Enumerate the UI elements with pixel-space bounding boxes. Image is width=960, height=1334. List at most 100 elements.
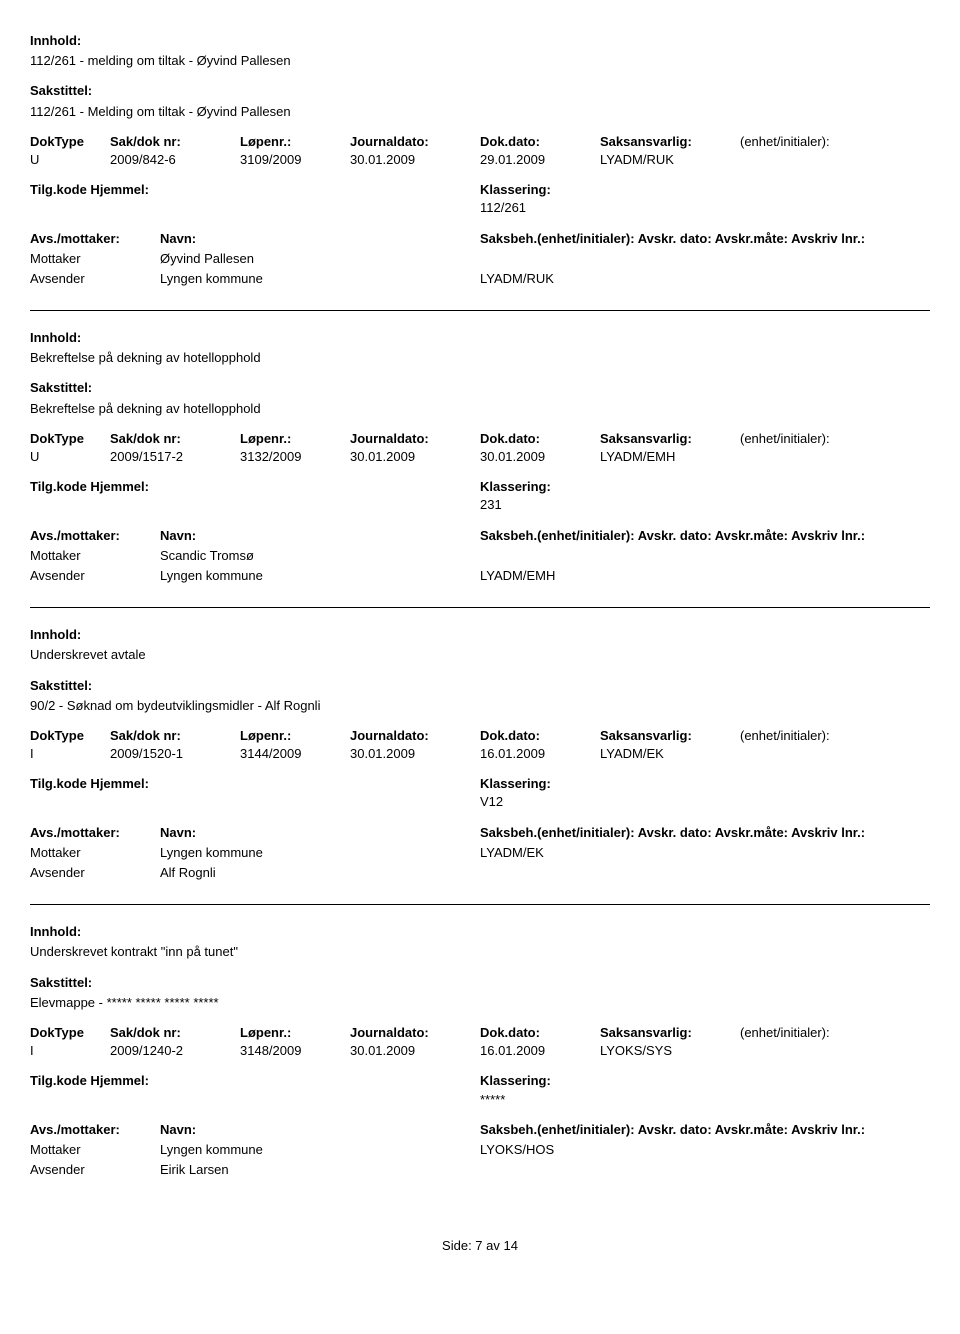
lopenr-val: 3148/2009	[240, 1042, 350, 1060]
navn-hdr: Navn:	[160, 230, 480, 248]
innhold-label: Innhold:	[30, 32, 930, 50]
doktype-hdr: DokType	[30, 430, 110, 448]
header-row: DokTypeU Sak/dok nr:2009/842-6 Løpenr.:3…	[30, 133, 930, 169]
dokdato-val: 16.01.2009	[480, 1042, 600, 1060]
doktype-hdr: DokType	[30, 727, 110, 745]
avsender-label: Avsender	[30, 567, 160, 585]
innhold-label: Innhold:	[30, 923, 930, 941]
header-row: DokTypeU Sak/dok nr:2009/1517-2 Løpenr.:…	[30, 430, 930, 466]
doktype-hdr: DokType	[30, 133, 110, 151]
mottaker-row: Mottaker Lyngen kommune LYADM/EK	[30, 844, 930, 862]
avsender-navn: Lyngen kommune	[160, 567, 480, 585]
avsmot-hdr: Avs./mottaker:	[30, 230, 160, 248]
mottaker-label: Mottaker	[30, 1141, 160, 1159]
lopenr-hdr: Løpenr.:	[240, 430, 350, 448]
mottaker-label: Mottaker	[30, 547, 160, 565]
avsender-beh: LYADM/EMH	[480, 567, 930, 585]
avsender-navn: Lyngen kommune	[160, 270, 480, 288]
avsmot-hdr: Avs./mottaker:	[30, 824, 160, 842]
avsender-beh	[480, 864, 930, 882]
tilgkode-label: Tilg.kode Hjemmel:	[30, 1073, 149, 1088]
lopenr-val: 3144/2009	[240, 745, 350, 763]
divider	[30, 607, 930, 608]
klassering-label: Klassering:	[480, 1072, 930, 1090]
saksbeh-hdr: Saksbeh.(enhet/initialer): Avskr. dato: …	[480, 1121, 930, 1139]
lopenr-hdr: Løpenr.:	[240, 1024, 350, 1042]
party-header: Avs./mottaker: Navn: Saksbeh.(enhet/init…	[30, 1121, 930, 1139]
header-row: DokTypeI Sak/dok nr:2009/1240-2 Løpenr.:…	[30, 1024, 930, 1060]
sakstittel-label: Sakstittel:	[30, 677, 930, 695]
doktype-val: U	[30, 448, 110, 466]
enhet-hdr: (enhet/initialer):	[740, 133, 930, 151]
navn-hdr: Navn:	[160, 1121, 480, 1139]
dokdato-hdr: Dok.dato:	[480, 727, 600, 745]
mottaker-beh: LYADM/EK	[480, 844, 930, 862]
avsmot-hdr: Avs./mottaker:	[30, 527, 160, 545]
avsender-beh: LYADM/RUK	[480, 270, 930, 288]
enhet-hdr: (enhet/initialer):	[740, 1024, 930, 1042]
klassering-val: 231	[480, 496, 930, 514]
saksansvarlig-val: LYADM/EK	[600, 745, 740, 763]
avsender-row: Avsender Lyngen kommune LYADM/EMH	[30, 567, 930, 585]
doktype-val: U	[30, 151, 110, 169]
saksansvarlig-hdr: Saksansvarlig:	[600, 727, 740, 745]
mottaker-label: Mottaker	[30, 844, 160, 862]
lopenr-hdr: Løpenr.:	[240, 133, 350, 151]
sakstittel-label: Sakstittel:	[30, 974, 930, 992]
journaldato-val: 30.01.2009	[350, 1042, 480, 1060]
dokdato-val: 16.01.2009	[480, 745, 600, 763]
tilgkode-label: Tilg.kode Hjemmel:	[30, 182, 149, 197]
klassering-label: Klassering:	[480, 775, 930, 793]
sakstittel-value: Bekreftelse på dekning av hotellopphold	[30, 400, 930, 418]
klass-row: Tilg.kode Hjemmel: Klassering:*****	[30, 1072, 930, 1108]
avsender-beh	[480, 1161, 930, 1179]
klassering-val: 112/261	[480, 199, 930, 217]
dokdato-val: 30.01.2009	[480, 448, 600, 466]
klassering-label: Klassering:	[480, 181, 930, 199]
klass-row: Tilg.kode Hjemmel: Klassering:112/261	[30, 181, 930, 217]
mottaker-row: Mottaker Lyngen kommune LYOKS/HOS	[30, 1141, 930, 1159]
mottaker-navn: Lyngen kommune	[160, 1141, 480, 1159]
avsender-label: Avsender	[30, 1161, 160, 1179]
klass-row: Tilg.kode Hjemmel: Klassering:231	[30, 478, 930, 514]
journaldato-hdr: Journaldato:	[350, 133, 480, 151]
sakdok-val: 2009/1517-2	[110, 448, 240, 466]
journal-entry: Innhold: Underskrevet avtale Sakstittel:…	[30, 626, 930, 890]
mottaker-row: Mottaker Øyvind Pallesen	[30, 250, 930, 268]
party-header: Avs./mottaker: Navn: Saksbeh.(enhet/init…	[30, 230, 930, 248]
dokdato-hdr: Dok.dato:	[480, 133, 600, 151]
sakstittel-value: Elevmappe - ***** ***** ***** *****	[30, 994, 930, 1012]
mottaker-navn: Øyvind Pallesen	[160, 250, 480, 268]
mottaker-beh	[480, 250, 930, 268]
saksansvarlig-val: LYOKS/SYS	[600, 1042, 740, 1060]
saksbeh-hdr: Saksbeh.(enhet/initialer): Avskr. dato: …	[480, 527, 930, 545]
page-footer: Side: 7 av 14	[30, 1237, 930, 1255]
tilgkode-label: Tilg.kode Hjemmel:	[30, 776, 149, 791]
enhet-hdr: (enhet/initialer):	[740, 727, 930, 745]
mottaker-beh: LYOKS/HOS	[480, 1141, 930, 1159]
divider	[30, 310, 930, 311]
klassering-val: V12	[480, 793, 930, 811]
innhold-value: Underskrevet avtale	[30, 646, 930, 664]
journaldato-hdr: Journaldato:	[350, 727, 480, 745]
sakdok-hdr: Sak/dok nr:	[110, 133, 240, 151]
klassering-val: *****	[480, 1091, 930, 1109]
doktype-hdr: DokType	[30, 1024, 110, 1042]
journal-entry: Innhold: 112/261 - melding om tiltak - Ø…	[30, 32, 930, 296]
journaldato-val: 30.01.2009	[350, 745, 480, 763]
avsmot-hdr: Avs./mottaker:	[30, 1121, 160, 1139]
journaldato-hdr: Journaldato:	[350, 1024, 480, 1042]
avsender-row: Avsender Eirik Larsen	[30, 1161, 930, 1179]
avsender-label: Avsender	[30, 864, 160, 882]
avsender-navn: Alf Rognli	[160, 864, 480, 882]
sakdok-val: 2009/1520-1	[110, 745, 240, 763]
saksansvarlig-val: LYADM/RUK	[600, 151, 740, 169]
saksansvarlig-hdr: Saksansvarlig:	[600, 1024, 740, 1042]
party-header: Avs./mottaker: Navn: Saksbeh.(enhet/init…	[30, 824, 930, 842]
sakstittel-label: Sakstittel:	[30, 82, 930, 100]
journal-entry: Innhold: Bekreftelse på dekning av hotel…	[30, 329, 930, 593]
sakstittel-value: 112/261 - Melding om tiltak - Øyvind Pal…	[30, 103, 930, 121]
innhold-label: Innhold:	[30, 329, 930, 347]
dokdato-hdr: Dok.dato:	[480, 1024, 600, 1042]
sakdok-val: 2009/1240-2	[110, 1042, 240, 1060]
